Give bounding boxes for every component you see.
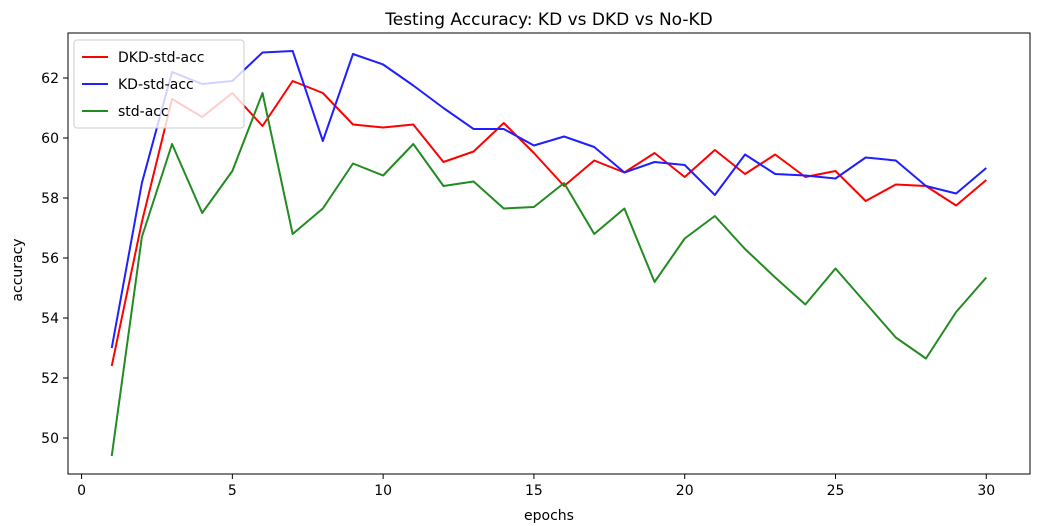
y-tick-label: 50 — [41, 431, 59, 447]
x-axis-label: epochs — [524, 508, 574, 524]
legend-box — [73, 39, 245, 129]
y-axis-label: accuracy — [10, 238, 26, 301]
legend-label: DKD-std-acc — [118, 50, 205, 66]
series-line-KD-std-acc — [110, 50, 987, 349]
series-line-std-acc — [110, 92, 988, 457]
x-tick-label: 10 — [374, 483, 392, 499]
legend: DKD-std-acc KD-std-acc std-acc — [73, 39, 245, 129]
y-tick-label: 60 — [41, 131, 59, 147]
y-tick-label: 62 — [41, 71, 59, 87]
chart-title: Testing Accuracy: KD vs DKD vs No-KD — [384, 10, 713, 30]
y-tick-label: 54 — [41, 311, 59, 327]
x-tick-label: 0 — [77, 483, 86, 499]
series-layer — [110, 50, 988, 457]
legend-label: KD-std-acc — [118, 77, 194, 93]
legend-label: std-acc — [118, 104, 169, 120]
y-tick-label: 56 — [41, 251, 59, 267]
y-tick-label: 52 — [41, 371, 59, 387]
plot-area-frame — [67, 32, 1031, 475]
x-tick-label: 20 — [676, 483, 694, 499]
y-tick-label: 58 — [41, 191, 59, 207]
x-tick-label: 25 — [827, 483, 845, 499]
x-tick-label: 15 — [525, 483, 543, 499]
x-tick-label: 5 — [228, 483, 237, 499]
ticks-layer: 0 5 10 15 20 25 30 50 52 54 56 58 60 62 — [41, 71, 995, 499]
x-tick-label: 30 — [977, 483, 995, 499]
